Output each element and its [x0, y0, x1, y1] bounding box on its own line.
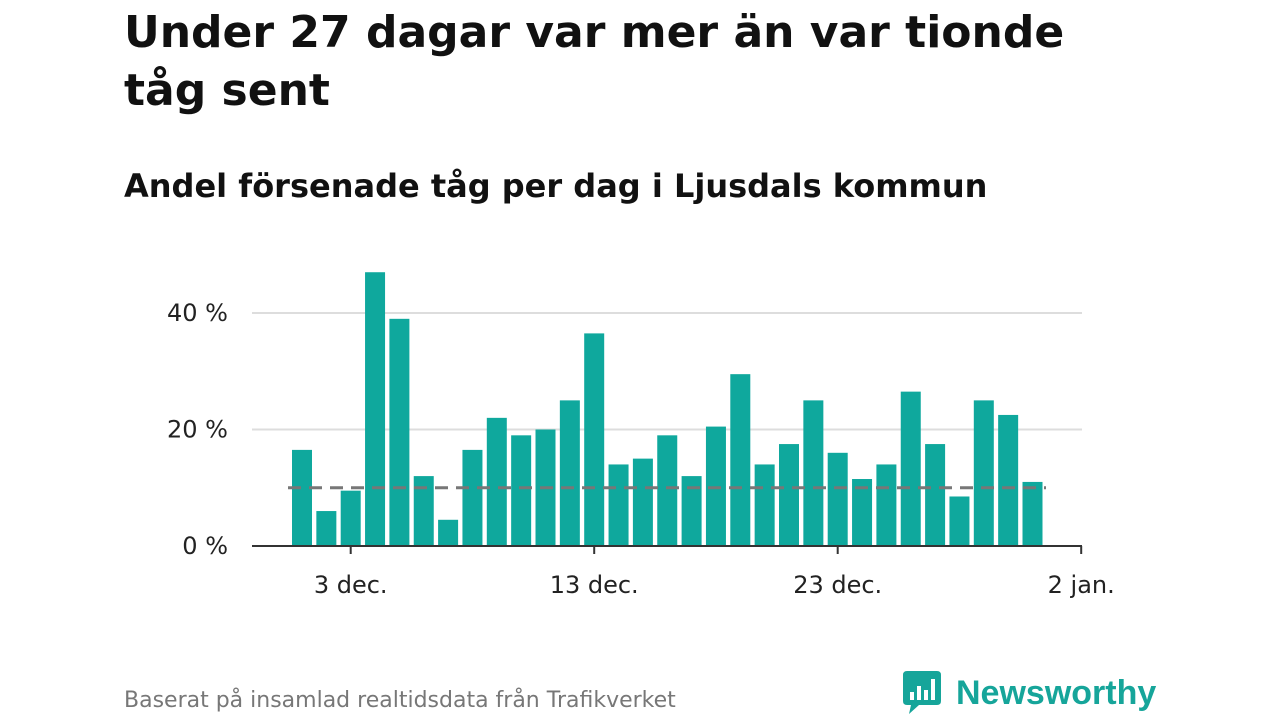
bar	[511, 435, 532, 546]
brand-name: Newsworthy	[956, 673, 1157, 712]
chart-title: Under 27 dagar var mer än var tionde tåg…	[124, 7, 1065, 116]
x-tick-label: 3 dec.	[314, 571, 388, 599]
bar	[730, 374, 751, 546]
newsworthy-logo-icon	[903, 671, 941, 714]
x-tick-label: 2 jan.	[1048, 571, 1115, 599]
bars	[292, 272, 1043, 546]
bar	[438, 519, 459, 546]
bar	[340, 490, 361, 546]
y-tick-label: 20 %	[167, 416, 228, 444]
bar	[949, 496, 970, 546]
bar	[584, 333, 605, 546]
bar	[292, 449, 312, 546]
bar	[389, 318, 410, 546]
bar	[365, 272, 386, 546]
bar	[803, 400, 824, 546]
x-tick-label: 23 dec.	[793, 571, 882, 599]
y-tick-label: 0 %	[182, 532, 228, 560]
bar	[900, 391, 921, 546]
bar	[486, 417, 507, 546]
x-tick-label: 13 dec.	[550, 571, 639, 599]
tick-labels: 0 % 20 % 40 % 3 dec. 13 dec. 23 dec. 2 jan.	[167, 299, 1115, 599]
y-tick-label: 40 %	[167, 299, 228, 327]
bar	[973, 400, 994, 546]
bar	[608, 464, 629, 546]
x-axis	[252, 545, 1083, 554]
bar	[681, 476, 702, 546]
bar	[316, 511, 337, 546]
bar	[876, 464, 897, 546]
bar	[754, 464, 775, 546]
source-note: Baserat på insamlad realtidsdata från Tr…	[124, 688, 676, 713]
bar	[632, 458, 653, 546]
bar	[998, 414, 1019, 546]
bar	[657, 435, 678, 546]
bar	[559, 400, 580, 546]
bar	[827, 452, 848, 546]
bar	[413, 476, 434, 546]
bar	[462, 449, 483, 546]
bar	[852, 479, 873, 546]
bar	[779, 444, 799, 546]
bar	[1022, 481, 1043, 546]
brand-logo: Newsworthy	[902, 670, 1156, 716]
bar	[925, 444, 946, 546]
chart-subtitle: Andel försenade tåg per dag i Ljusdals k…	[124, 167, 988, 205]
